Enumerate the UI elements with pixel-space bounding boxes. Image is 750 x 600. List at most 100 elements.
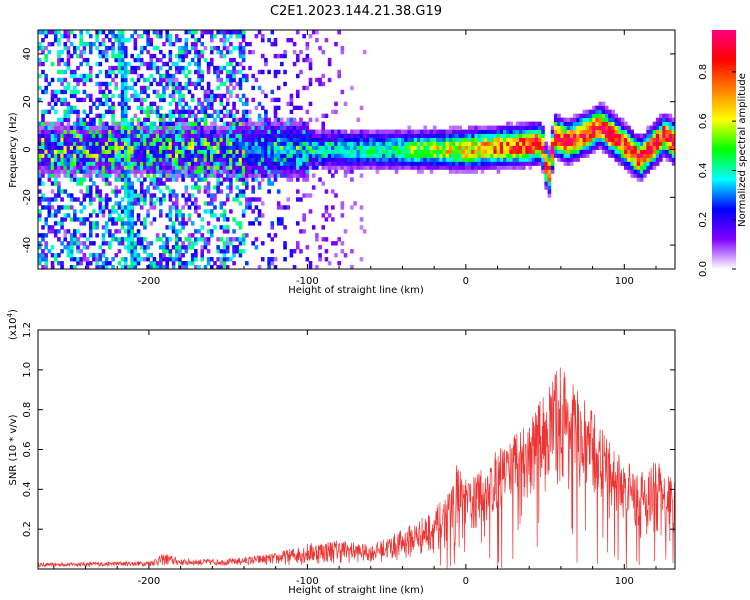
- spectrogram-cell: [41, 37, 45, 43]
- spectrogram-cell: [108, 133, 112, 138]
- spectrogram-cell: [63, 77, 68, 83]
- spectrogram-cell: [251, 137, 255, 142]
- spectrogram-cell: [331, 189, 335, 194]
- spectrogram-cell: [222, 261, 227, 266]
- spectrogram-cell: [276, 137, 281, 142]
- spectrogram-cell: [82, 129, 87, 134]
- spectrogram-cell: [573, 149, 577, 154]
- spectrogram-cell: [260, 201, 265, 206]
- spectrogram-cell: [592, 125, 596, 130]
- spectrogram-cell: [286, 157, 291, 162]
- spectrogram-cell: [95, 37, 99, 43]
- spectrogram-cell: [50, 129, 55, 134]
- spectrogram-cell: [289, 101, 294, 107]
- spectrogram-cell: [50, 97, 55, 103]
- spectrogram-cell: [219, 65, 224, 71]
- spectrogram-cell: [197, 109, 201, 115]
- spectrogram-cell: [423, 145, 427, 150]
- spectrogram-cell: [47, 129, 52, 134]
- spectrogram-cell: [95, 189, 99, 194]
- spectrogram-cell: [139, 165, 144, 170]
- spectrogram-cell: [203, 45, 208, 51]
- spectrogram-cell: [146, 137, 150, 142]
- spectrogram-cell: [38, 153, 42, 158]
- spectrogram-cell: [276, 69, 281, 75]
- spectrogram-cell: [187, 61, 192, 67]
- spectrogram-cell: [528, 129, 533, 134]
- spectrogram-cell: [190, 201, 195, 206]
- spectrogram-cell: [624, 129, 628, 134]
- spectrogram-cell: [165, 30, 169, 35]
- spectrogram-cell: [184, 53, 189, 59]
- spectrogram-cell: [579, 129, 584, 134]
- spectrogram-cell: [203, 97, 208, 103]
- spectrogram-cell: [305, 145, 310, 150]
- spectrogram-cell: [117, 121, 122, 126]
- spectrogram-cell: [318, 245, 322, 250]
- spectrogram-cell: [477, 133, 482, 138]
- spectrogram-cell: [162, 173, 166, 178]
- spectrogram-cell: [270, 133, 275, 138]
- spectrogram-cell: [356, 165, 361, 170]
- spectrogram-cell: [41, 157, 45, 162]
- spectrogram-cell: [646, 137, 650, 142]
- spectrogram-cell: [190, 30, 195, 35]
- spectrogram-cell: [123, 69, 128, 75]
- spectrogram-cell: [280, 217, 284, 222]
- spectrogram-cell: [343, 173, 348, 178]
- colorbar-tick-label: 0.6: [698, 113, 709, 129]
- spectrogram-cell: [343, 169, 348, 174]
- spectrogram-cell: [162, 117, 166, 123]
- spectrogram-cell: [627, 145, 631, 150]
- spectrogram-cell: [165, 261, 169, 266]
- spectrogram-cell: [181, 241, 185, 246]
- spectrogram-cell: [50, 157, 55, 162]
- spectrogram-cell: [331, 161, 335, 166]
- spectrogram-cell: [257, 153, 262, 158]
- spectrogram-cell: [66, 109, 71, 115]
- spectrogram-cell: [200, 69, 205, 75]
- spectrogram-cell: [238, 125, 243, 130]
- spectrogram-cell: [38, 165, 42, 170]
- spectrogram-cell: [289, 165, 294, 170]
- spectrogram-cell: [41, 197, 45, 202]
- spectrogram-cell: [229, 137, 233, 142]
- spectrogram-cell: [270, 121, 275, 126]
- spectrogram-cell: [404, 145, 408, 150]
- spectrogram-cell: [280, 61, 284, 67]
- spectrogram-cell: [168, 101, 173, 107]
- spectrogram-cell: [350, 157, 354, 162]
- spectrogram-cell: [209, 105, 214, 111]
- spectrogram-cell: [359, 165, 364, 170]
- spectrogram-cell: [538, 125, 542, 130]
- spectrogram-cell: [171, 205, 176, 210]
- spectrogram-cell: [108, 181, 112, 186]
- spectrogram-cell: [598, 145, 603, 150]
- spectrogram-cell: [44, 253, 48, 258]
- spectrogram-cell: [95, 113, 99, 119]
- spectrogram-cell: [620, 141, 625, 146]
- spectrogram-cell: [573, 121, 577, 126]
- spectrogram-cell: [200, 101, 205, 107]
- spectrogram-cell: [264, 117, 268, 123]
- spectrogram-cell: [563, 149, 568, 154]
- spectrogram-cell: [92, 137, 96, 142]
- spectrogram-cell: [165, 149, 169, 154]
- spectrogram-cell: [668, 121, 673, 126]
- spectrogram-cell: [143, 137, 147, 142]
- spectrogram-cell: [235, 69, 240, 75]
- spectrogram-cell: [439, 129, 443, 134]
- spectrogram-cell: [197, 121, 201, 126]
- spectrogram-cell: [174, 257, 179, 262]
- spectrogram-cell: [436, 145, 440, 150]
- spectrogram-cell: [187, 137, 192, 142]
- spectrogram-cell: [139, 241, 144, 246]
- spectrogram-cell: [407, 137, 412, 142]
- spectrogram-cell: [665, 153, 670, 158]
- spectrogram-cell: [197, 165, 201, 170]
- spectrogram-cell: [601, 133, 606, 138]
- spectrogram-cell: [111, 53, 115, 59]
- spectrogram-cell: [130, 229, 134, 234]
- spectrogram-cell: [76, 81, 80, 87]
- spectrogram-cell: [98, 61, 103, 67]
